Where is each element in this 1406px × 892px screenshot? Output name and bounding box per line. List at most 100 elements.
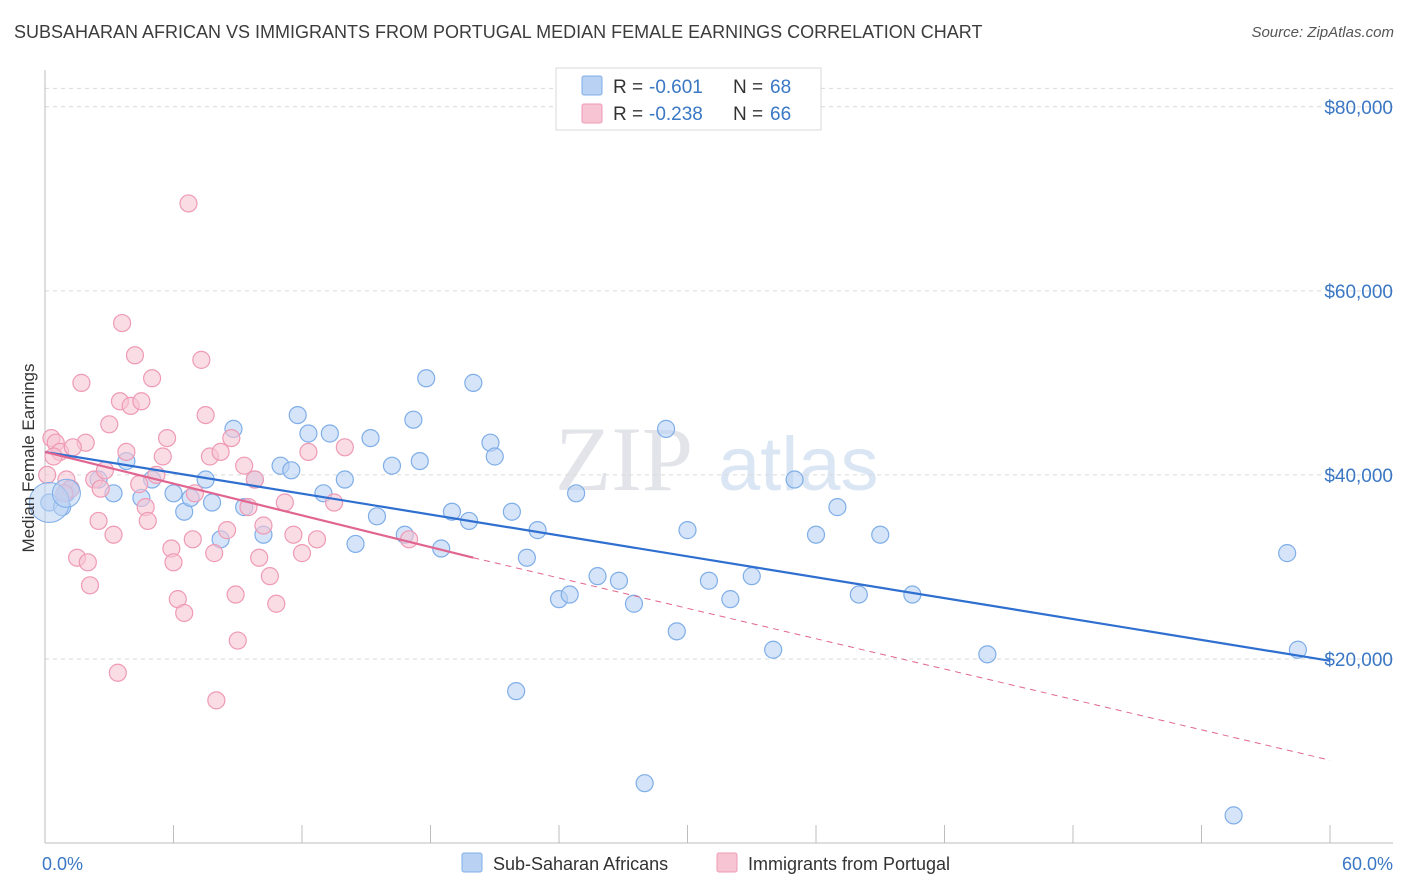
point-subsaharan	[978, 645, 997, 664]
point-subsaharan	[410, 452, 429, 471]
point-subsaharan	[721, 590, 740, 609]
data-points	[28, 194, 1307, 825]
point-subsaharan	[667, 622, 686, 641]
point-subsaharan	[288, 405, 307, 425]
point-subsaharan	[742, 567, 761, 586]
point-subsaharan	[635, 774, 654, 793]
chart-title: SUBSAHARAN AFRICAN VS IMMIGRANTS FROM PO…	[14, 22, 983, 42]
point-portugal	[100, 415, 119, 434]
point-subsaharan	[367, 507, 387, 526]
point-subsaharan	[404, 410, 423, 429]
point-portugal	[179, 194, 198, 213]
series-swatch-blue	[461, 852, 483, 873]
point-portugal	[307, 530, 327, 549]
point-portugal	[235, 456, 254, 475]
point-subsaharan	[560, 585, 579, 604]
point-portugal	[89, 511, 108, 531]
point-portugal	[157, 428, 177, 448]
legend-r-label-1: R =	[613, 77, 643, 98]
point-subsaharan	[282, 461, 301, 480]
point-portugal	[226, 585, 245, 604]
point-portugal	[217, 521, 237, 540]
point-portugal	[130, 475, 149, 494]
point-subsaharan	[871, 525, 890, 544]
point-portugal	[260, 567, 279, 586]
point-portugal	[196, 405, 215, 425]
point-subsaharan	[164, 484, 183, 503]
gridlines: $20,000 $40,000 $60,000 $80,000	[45, 87, 1393, 671]
point-portugal	[245, 470, 264, 489]
point-subsaharan	[417, 369, 436, 388]
point-portugal	[63, 438, 82, 457]
y-tick-label: $80,000	[1324, 98, 1393, 119]
point-portugal	[207, 691, 226, 710]
point-portugal	[228, 631, 247, 650]
series-swatch-pink	[716, 852, 738, 873]
point-portugal	[192, 350, 211, 369]
point-portugal	[205, 544, 224, 563]
legend-swatch-blue	[581, 75, 603, 96]
point-portugal	[325, 493, 344, 512]
point-portugal	[335, 438, 354, 457]
point-subsaharan	[202, 493, 222, 512]
point-subsaharan	[678, 521, 697, 540]
point-portugal	[72, 373, 91, 392]
legend: R = -0.601 N = 68 R = -0.238 N = 66	[555, 67, 822, 131]
point-portugal	[80, 576, 100, 595]
point-subsaharan	[1224, 806, 1243, 825]
point-portugal	[91, 479, 110, 498]
legend-n-value-2: 66	[770, 104, 791, 125]
point-portugal	[104, 525, 123, 544]
point-portugal	[125, 346, 145, 365]
point-subsaharan	[828, 498, 847, 517]
x-tick-label: 60.0%	[1342, 854, 1393, 874]
axes: 0.0% 60.0%	[42, 70, 1393, 874]
watermark: ZIP atlas	[555, 408, 879, 510]
point-subsaharan	[320, 424, 339, 443]
legend-r-value-1: -0.601	[649, 77, 703, 98]
trend-line-portugal	[44, 450, 474, 559]
trend-line-subsaharan	[44, 450, 1331, 662]
point-portugal	[108, 663, 127, 682]
point-subsaharan	[335, 470, 354, 489]
point-portugal	[222, 428, 241, 448]
point-portugal	[250, 548, 269, 567]
point-subsaharan	[382, 456, 402, 475]
point-subsaharan	[849, 585, 868, 604]
point-portugal	[138, 511, 157, 531]
point-portugal	[175, 603, 194, 623]
legend-n-value-1: 68	[770, 77, 791, 98]
point-subsaharan	[485, 447, 504, 466]
trend-line-portugal-extension	[473, 557, 1331, 761]
point-portugal	[267, 594, 286, 613]
point-subsaharan	[785, 470, 804, 489]
point-subsaharan	[502, 502, 521, 521]
point-portugal	[142, 369, 162, 388]
point-portugal	[284, 525, 303, 544]
legend-n-label-1: N =	[733, 77, 763, 98]
point-portugal	[299, 442, 318, 461]
point-subsaharan-large	[51, 478, 81, 508]
point-subsaharan	[1278, 544, 1297, 563]
point-subsaharan	[507, 682, 526, 701]
series-name-2: Immigrants from Portugal	[748, 854, 950, 874]
point-subsaharan	[299, 424, 318, 443]
point-portugal	[211, 442, 230, 461]
series-legend: Sub-Saharan Africans Immigrants from Por…	[461, 852, 950, 874]
point-subsaharan	[764, 640, 783, 659]
point-subsaharan	[346, 534, 365, 554]
point-subsaharan	[806, 525, 826, 544]
x-tick-label: 0.0%	[42, 854, 83, 874]
point-portugal	[183, 530, 202, 549]
point-subsaharan	[361, 428, 380, 448]
y-tick-label: $40,000	[1324, 466, 1393, 487]
y-tick-label: $60,000	[1324, 282, 1393, 303]
chart-source: Source: ZipAtlas.com	[1251, 24, 1394, 41]
point-portugal	[117, 442, 136, 461]
point-portugal	[275, 493, 294, 512]
legend-r-label-2: R =	[613, 104, 643, 125]
point-subsaharan	[464, 373, 483, 392]
series-name-1: Sub-Saharan Africans	[493, 854, 668, 874]
y-axis-label: Median Female Earnings	[19, 364, 38, 553]
